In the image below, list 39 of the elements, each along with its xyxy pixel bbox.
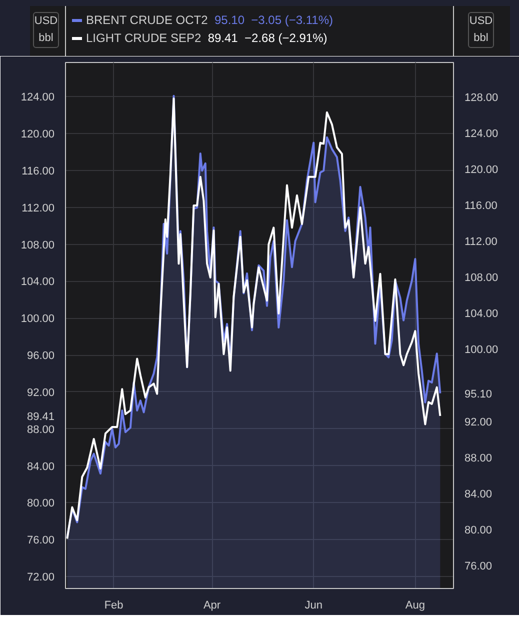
y2-tick-label: 116.00 [464, 200, 498, 212]
y2-tick-label: 128.00 [464, 92, 498, 104]
y-tick-label: 96.00 [26, 350, 55, 362]
y2-tick-label: 95.10 [464, 388, 492, 400]
y2-tick-label: 84.00 [464, 488, 492, 500]
y-tick-label: 124.00 [20, 92, 55, 104]
x-tick-label: Apr [203, 600, 221, 612]
y2-tick-label: 124.00 [464, 128, 498, 140]
y-tick-label: 84.00 [26, 460, 55, 473]
y-axis-title: USD bbl [33, 12, 59, 48]
y2-tick-label: 80.00 [464, 524, 492, 536]
y-tick-label: 116.00 [22, 165, 54, 178]
y2-tick-label: 112.00 [464, 236, 498, 248]
y-tick-label: 108.00 [20, 239, 55, 252]
y-tick-label: 112.00 [22, 202, 54, 214]
x-tick-label: Jun [304, 600, 323, 612]
y-tick-label: 76.00 [26, 534, 55, 547]
x-tick-label: Aug [405, 600, 425, 612]
y2-tick-label: 100.00 [464, 344, 498, 356]
y2-tick-label: 104.00 [464, 308, 498, 320]
y-tick-label: 88.00 [26, 424, 55, 436]
y-tick-label: 92.00 [26, 386, 55, 399]
x-tick-label: Feb [104, 600, 124, 612]
y2-tick-label: 76.00 [464, 560, 492, 573]
y2-axis-title: USD bbl [468, 12, 494, 48]
y-tick-label: 72.00 [26, 572, 55, 584]
y-tick-label: 100.00 [20, 313, 55, 326]
text: 89.41 −2.68 (−2.91%) [208, 31, 328, 45]
y-tick-label: 104.00 [20, 276, 55, 288]
y-tick-label: 89.41 [26, 410, 55, 423]
y2-tick-label: 92.00 [464, 416, 492, 428]
text: 95.10 −3.05 (−3.11%) [214, 13, 333, 27]
y2-tick-label: 108.00 [464, 272, 498, 284]
legend-label: BRENT CRUDE OCT2 [86, 13, 208, 27]
legend-label: LIGHT CRUDE SEP2 [86, 31, 202, 45]
y2-tick-label: 88.00 [464, 452, 492, 464]
y-tick-label: 120.00 [20, 128, 55, 141]
y2-tick-label: 120.00 [464, 164, 498, 176]
y-tick-label: 80.00 [26, 498, 55, 510]
